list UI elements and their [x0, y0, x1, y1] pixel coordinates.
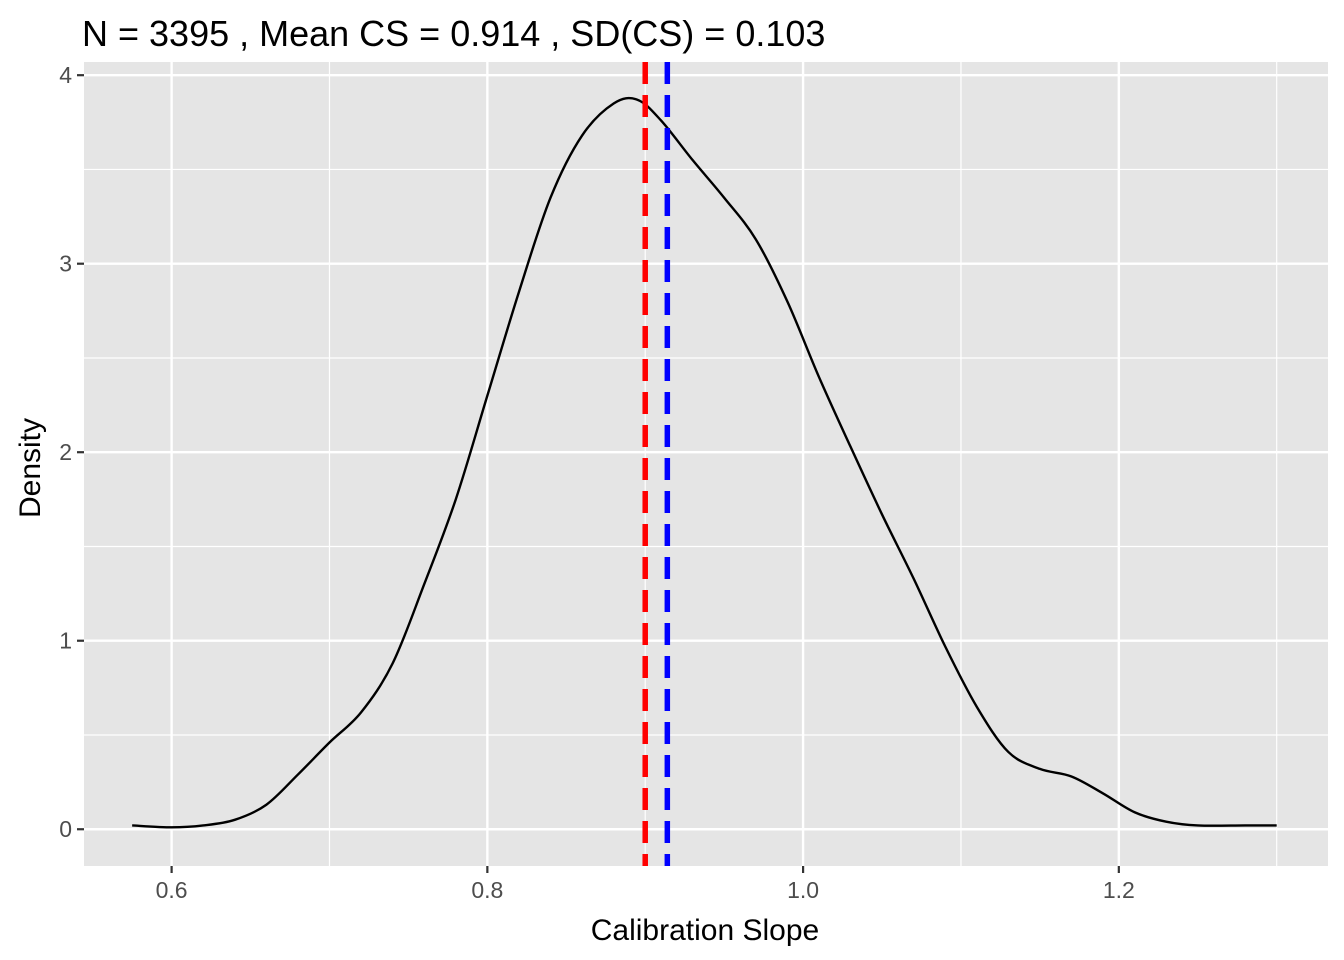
x-axis-title: Calibration Slope [591, 914, 819, 947]
y-tick-label: 0 [59, 816, 72, 842]
density-series [132, 96, 1277, 829]
x-tick-label: 1.2 [1103, 877, 1135, 903]
x-tick-label: 0.6 [156, 877, 188, 903]
plot-panel [84, 62, 1328, 866]
chart-title: N = 3395 , Mean CS = 0.914 , SD(CS) = 0.… [82, 13, 825, 54]
y-tick-label: 2 [59, 439, 72, 465]
y-tick-label: 3 [59, 251, 72, 277]
x-tick-label: 1.0 [787, 877, 819, 903]
x-axis: 0.6 0.8 1.0 1.2 [156, 866, 1135, 903]
density-curve [132, 96, 1277, 829]
y-axis-title: Density [14, 418, 47, 518]
y-tick-label: 4 [59, 62, 72, 88]
y-tick-label: 1 [59, 628, 72, 654]
reference-lines [642, 62, 671, 866]
major-gridlines [84, 62, 1328, 866]
x-tick-label: 0.8 [471, 877, 503, 903]
y-axis: 0 1 2 3 4 [59, 62, 84, 842]
